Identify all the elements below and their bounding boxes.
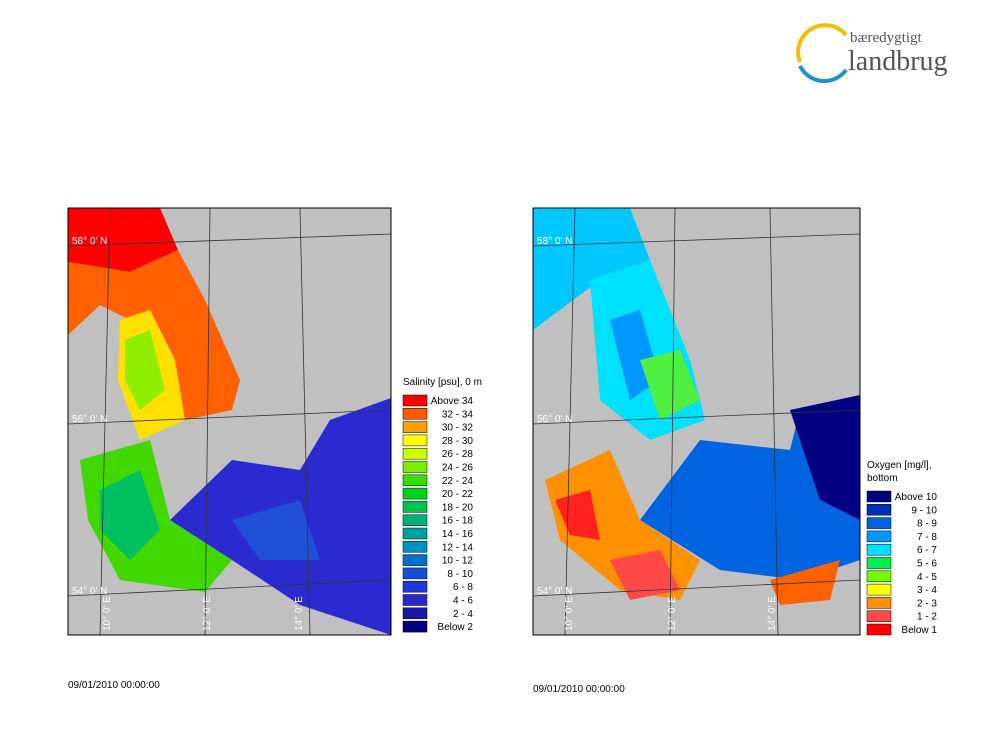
- legend-label: Below 1: [901, 625, 937, 636]
- legend-swatch: [866, 623, 892, 636]
- legend-label: 2 - 3: [917, 598, 937, 609]
- legend-swatch: [402, 620, 428, 633]
- legend-label: 8 - 10: [447, 569, 473, 580]
- legend-label: 12 - 14: [442, 542, 474, 553]
- legend-title: Oxygen [mg/l],: [867, 460, 931, 471]
- lat-label: 56° 0' N: [72, 414, 107, 425]
- legend-label: Above 34: [431, 396, 474, 407]
- legend-swatch: [866, 583, 892, 596]
- legend-label: 10 - 12: [442, 556, 474, 567]
- legend-label: 2 - 4: [453, 609, 473, 620]
- legend-label: 22 - 24: [442, 476, 474, 487]
- legend-swatch: [866, 504, 892, 516]
- legend-swatch: [402, 474, 428, 487]
- oxygen-map: [533, 208, 860, 635]
- legend-swatch: [402, 607, 428, 620]
- legend-label: 16 - 18: [442, 516, 474, 527]
- legend-label: 18 - 20: [442, 502, 474, 513]
- legend-label: 14 - 16: [442, 529, 474, 540]
- legend-label: 5 - 6: [917, 559, 937, 570]
- legend-label: 6 - 8: [453, 582, 473, 593]
- legend-swatch: [866, 557, 892, 569]
- legend-swatch: [866, 597, 892, 609]
- legend-swatch: [402, 487, 428, 500]
- legend-label: 30 - 32: [442, 423, 474, 434]
- legend-swatch: [402, 580, 428, 593]
- legend-label: 24 - 26: [442, 463, 474, 474]
- legend-swatch: [866, 543, 892, 556]
- legend-swatch: [402, 594, 428, 606]
- legend-label: 7 - 8: [917, 532, 937, 543]
- legend-swatch: [866, 610, 892, 622]
- lat-label: 58° 0' N: [72, 236, 107, 247]
- lat-label: 56° 0' N: [537, 414, 572, 425]
- logo-line2: landbrug: [848, 46, 948, 77]
- lon-label: 10° 0' E: [564, 596, 575, 631]
- legend-label: Above 10: [895, 492, 938, 503]
- lon-label: 10° 0' E: [102, 596, 113, 631]
- lon-label: 14° 0' E: [767, 596, 778, 631]
- timestamp: 09/01/2010 00:00:00: [533, 684, 625, 695]
- legend-label: 26 - 28: [442, 449, 474, 460]
- legend-label: 20 - 22: [442, 489, 474, 500]
- lon-label: 14° 0' E: [294, 596, 305, 631]
- legend-swatch: [402, 461, 428, 473]
- legend-label: 28 - 30: [442, 436, 474, 447]
- legend-swatch: [866, 530, 892, 543]
- lon-label: 12° 0' E: [202, 596, 213, 631]
- legend-swatch: [402, 514, 428, 526]
- legend-label: 4 - 5: [917, 572, 937, 583]
- legend-swatch: [402, 394, 428, 407]
- logo: bæredygtigt landbrug: [796, 23, 948, 84]
- legend-label: 6 - 7: [917, 545, 937, 556]
- legend-label: 1 - 2: [917, 612, 937, 623]
- legend-swatch: [402, 421, 428, 433]
- legend-swatch: [402, 408, 428, 420]
- legend-swatch: [402, 554, 428, 566]
- legend-swatch: [866, 570, 892, 583]
- legend-label: 9 - 10: [911, 505, 937, 516]
- legend-swatch: [402, 567, 428, 580]
- lat-label: 54° 0' N: [537, 586, 572, 597]
- lat-label: 58° 0' N: [537, 236, 572, 247]
- legend-label: 8 - 9: [917, 519, 937, 530]
- legend-swatch: [402, 447, 428, 460]
- legend-swatch: [402, 527, 428, 540]
- legend-label: 32 - 34: [442, 409, 474, 420]
- lat-label: 54° 0' N: [72, 586, 107, 597]
- legend-swatch: [866, 517, 892, 529]
- salinity-map: [68, 208, 391, 635]
- legend-swatch: [402, 434, 428, 447]
- legend-label: 4 - 6: [453, 596, 473, 607]
- legend-swatch: [402, 501, 428, 513]
- lon-label: 12° 0' E: [667, 596, 678, 631]
- logo-line1: bæredygtigt: [850, 30, 922, 46]
- legend-swatch: [866, 490, 892, 503]
- legend-label: Below 2: [437, 622, 473, 633]
- legend-swatch: [402, 541, 428, 553]
- timestamp: 09/01/2010 00:00:00: [68, 680, 160, 691]
- legend-title: Salinity [psu], 0 m: [403, 377, 482, 388]
- legend-title: bottom: [867, 473, 898, 484]
- legend-label: 3 - 4: [917, 585, 937, 596]
